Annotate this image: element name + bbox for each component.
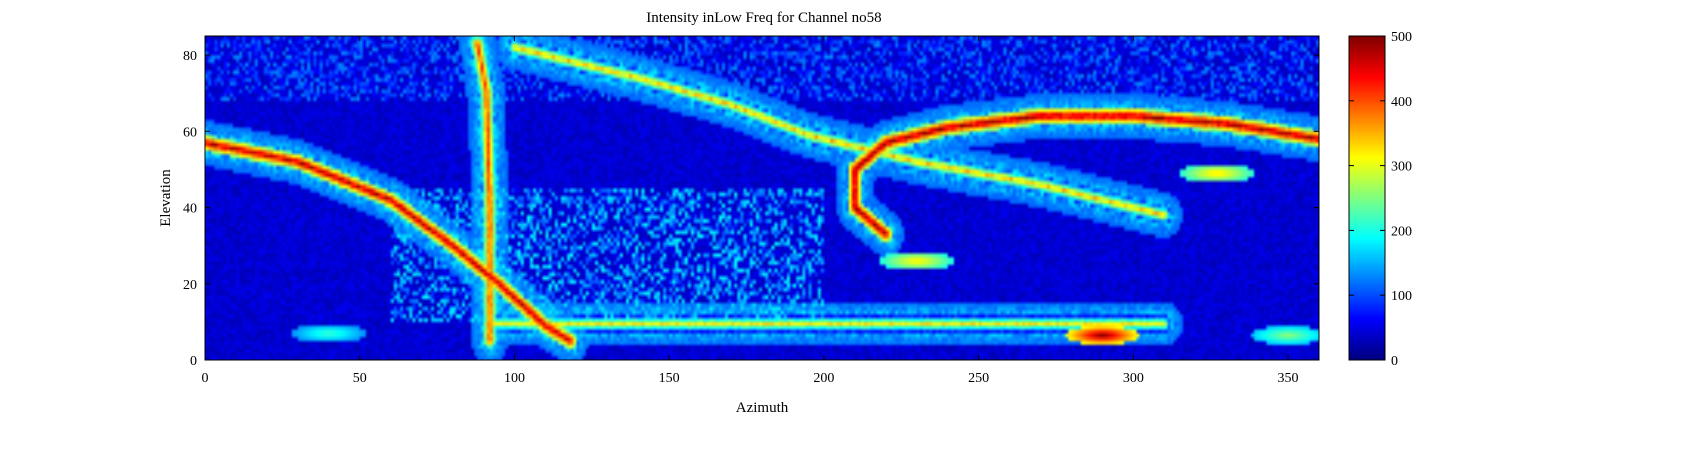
x-tick-label: 350 <box>1278 371 1299 386</box>
colorbar-tick-label: 0 <box>1391 354 1398 369</box>
y-tick-label: 60 <box>183 125 197 140</box>
colorbar: 0 100 200 300 400 500 <box>1348 30 1412 369</box>
colorbar-tick-label: 200 <box>1391 224 1412 239</box>
plot-area <box>204 35 1320 361</box>
y-tick-label: 80 <box>183 49 197 64</box>
y-tick-label: 20 <box>183 278 197 293</box>
y-tick-label: 40 <box>183 202 197 217</box>
y-tick-label: 0 <box>190 354 197 369</box>
x-tick-label: 0 <box>202 371 209 386</box>
heatmap-image <box>205 36 1319 360</box>
colorbar-gradient <box>1349 36 1385 360</box>
colorbar-ticks: 0 100 200 300 400 500 <box>1349 30 1412 369</box>
colorbar-tick-label: 300 <box>1391 160 1412 175</box>
chart-title: Intensity inLow Freq for Channel no58 <box>646 10 881 26</box>
x-axis: 0 50 100 150 200 250 300 350 <box>202 36 1299 386</box>
x-axis-label: Azimuth <box>736 400 789 416</box>
x-tick-label: 50 <box>353 371 367 386</box>
colorbar-tick-label: 500 <box>1391 30 1412 45</box>
x-tick-label: 200 <box>813 371 834 386</box>
x-tick-label: 150 <box>659 371 680 386</box>
colorbar-tick-label: 400 <box>1391 95 1412 110</box>
plot-frame <box>204 35 1320 361</box>
x-tick-label: 300 <box>1123 371 1144 386</box>
y-axis: 0 20 40 60 80 <box>183 49 1319 369</box>
y-axis-label: Elevation <box>158 169 174 227</box>
x-tick-label: 100 <box>504 371 525 386</box>
colorbar-frame <box>1348 35 1386 361</box>
x-tick-label: 250 <box>968 371 989 386</box>
colorbar-tick-label: 100 <box>1391 289 1412 304</box>
